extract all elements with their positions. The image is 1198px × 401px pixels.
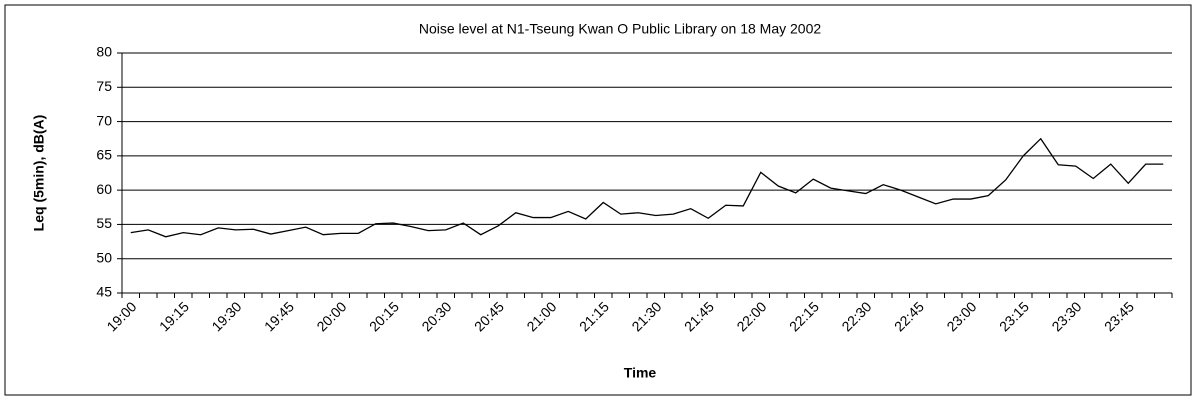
chart-border — [4, 4, 1192, 396]
y-tick-label: 70 — [96, 112, 112, 128]
x-tick-label: 22:30 — [838, 298, 874, 334]
x-tick-label: 23:15 — [996, 298, 1032, 334]
y-tick-label: 45 — [96, 284, 112, 300]
x-axis-label: Time — [624, 365, 657, 381]
x-tick-label: 19:15 — [156, 298, 192, 334]
x-tick-label: 21:30 — [628, 298, 664, 334]
y-tick-label: 60 — [96, 181, 112, 197]
x-tick-label: 21:45 — [681, 298, 717, 334]
x-tick-label: 23:30 — [1048, 298, 1084, 334]
x-tick-label: 19:45 — [261, 298, 297, 334]
y-tick-label: 75 — [96, 78, 112, 94]
x-tick-label: 20:30 — [418, 298, 454, 334]
x-tick-label: 20:15 — [366, 298, 402, 334]
line-series — [130, 137, 1164, 238]
x-tick-label: 23:45 — [1101, 298, 1137, 334]
y-axis-label: Leq (5min), dB(A) — [31, 115, 47, 232]
y-tick-label: 55 — [96, 215, 112, 231]
x-tick-label: 20:45 — [471, 298, 507, 334]
x-tick-label: 23:00 — [943, 298, 979, 334]
x-tick-label: 19:30 — [208, 298, 244, 334]
x-tick-label: 22:00 — [733, 298, 769, 334]
x-tick-label: 19:00 — [103, 298, 139, 334]
x-tick-label: 21:15 — [576, 298, 612, 334]
x-tick-label: 20:00 — [313, 298, 349, 334]
x-tick-label: 22:45 — [891, 298, 927, 334]
chart-title: Noise level at N1-Tseung Kwan O Public L… — [419, 21, 822, 37]
y-tick-label: 50 — [96, 249, 112, 265]
y-tick-label: 80 — [96, 44, 112, 60]
y-tick-label: 65 — [96, 147, 112, 163]
x-tick-label: 22:15 — [786, 298, 822, 334]
x-tick-label: 21:00 — [523, 298, 559, 334]
